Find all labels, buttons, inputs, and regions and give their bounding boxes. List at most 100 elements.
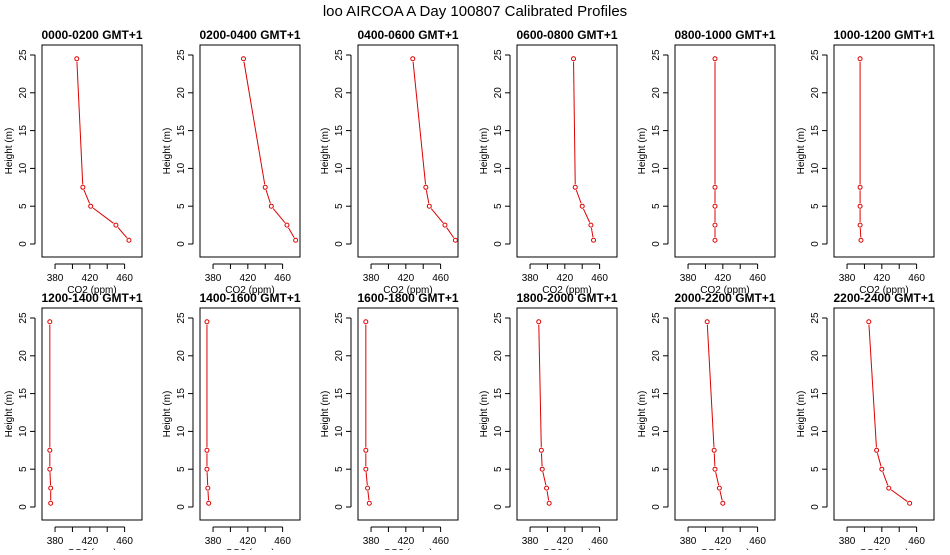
x-tick-label: 420 <box>239 273 256 284</box>
data-point <box>546 500 552 506</box>
series-line-segment <box>882 471 889 486</box>
y-tick-label: 20 <box>651 350 662 362</box>
y-tick-label: 0 <box>493 241 504 247</box>
series-line-segment <box>540 453 543 467</box>
panel-title: 1400-1600 GMT+1 <box>199 291 300 305</box>
y-tick-label: 15 <box>334 388 345 400</box>
data-point <box>88 203 94 209</box>
x-tick-label: 460 <box>274 273 291 284</box>
plot-frame <box>41 307 143 521</box>
x-tick-label: 420 <box>81 536 98 547</box>
x-tick-label: 380 <box>680 536 697 547</box>
plot-frame <box>674 44 776 258</box>
y-tick-label: 15 <box>176 388 187 400</box>
series-line-segment <box>412 61 427 185</box>
data-point <box>126 237 132 243</box>
series-line-segment <box>207 491 210 501</box>
data-point <box>48 485 54 491</box>
y-axis-label: Height (m) <box>796 391 807 438</box>
y-tick-label: 5 <box>18 203 29 209</box>
x-tick-label: 460 <box>908 273 925 284</box>
x-tick-label: 380 <box>522 273 539 284</box>
x-tick-label: 420 <box>873 273 890 284</box>
y-tick-label: 25 <box>18 312 29 324</box>
plot-frame <box>199 44 301 258</box>
plot-frame <box>516 44 618 258</box>
panel-title: 1800-2000 GMT+1 <box>516 291 617 305</box>
y-tick-label: 5 <box>334 466 345 472</box>
data-point <box>80 184 86 190</box>
y-tick-label: 0 <box>176 241 187 247</box>
y-tick-label: 10 <box>18 425 29 437</box>
y-tick-label: 0 <box>493 504 504 510</box>
y-tick-label: 25 <box>176 49 187 61</box>
y-tick-label: 5 <box>493 466 504 472</box>
series-line-segment <box>876 453 882 467</box>
data-point <box>879 466 885 472</box>
y-tick-label: 0 <box>334 241 345 247</box>
data-point <box>205 485 211 491</box>
data-point <box>588 222 594 228</box>
panel-title: 0400-0600 GMT+1 <box>357 28 458 42</box>
series-line-segment <box>430 208 444 224</box>
y-tick-label: 25 <box>18 49 29 61</box>
x-tick-label: 420 <box>81 273 98 284</box>
plot-frame <box>516 307 618 521</box>
data-point <box>857 184 863 190</box>
data-point <box>204 447 210 453</box>
series-line-segment <box>573 61 576 185</box>
series-line-segment <box>92 207 114 224</box>
y-tick-label: 0 <box>810 241 821 247</box>
x-tick-label: 420 <box>397 273 414 284</box>
x-tick-label: 460 <box>908 536 925 547</box>
data-point <box>363 319 369 325</box>
plot-frame <box>833 44 935 258</box>
y-tick-label: 25 <box>176 312 187 324</box>
figure-title: loo AIRCOA A Day 100807 Calibrated Profi… <box>323 3 627 20</box>
y-tick-label: 0 <box>334 504 345 510</box>
x-axis-label: CO2 (ppm) <box>859 285 908 296</box>
y-tick-label: 20 <box>810 350 821 362</box>
series-line-segment <box>425 190 430 204</box>
y-tick-label: 25 <box>334 49 345 61</box>
series-line-segment <box>890 489 908 502</box>
data-point <box>536 319 542 325</box>
x-tick-label: 420 <box>397 536 414 547</box>
y-tick-label: 5 <box>810 203 821 209</box>
data-point <box>206 500 212 506</box>
y-tick-label: 10 <box>493 425 504 437</box>
y-tick-label: 10 <box>810 425 821 437</box>
panel-title: 0800-1000 GMT+1 <box>674 28 775 42</box>
y-tick-label: 5 <box>493 203 504 209</box>
data-point <box>720 500 726 506</box>
x-axis-label: CO2 (ppm) <box>67 285 116 296</box>
data-point <box>907 500 913 506</box>
panel-title: 0600-0800 GMT+1 <box>516 28 617 42</box>
x-tick-label: 420 <box>556 273 573 284</box>
x-tick-label: 420 <box>239 536 256 547</box>
x-tick-label: 460 <box>591 536 608 547</box>
y-axis-label: Height (m) <box>796 128 807 175</box>
y-tick-label: 10 <box>18 162 29 174</box>
data-point <box>363 447 369 453</box>
data-point <box>711 447 717 453</box>
y-tick-label: 20 <box>18 87 29 99</box>
series-line-segment <box>713 453 716 467</box>
y-tick-label: 20 <box>493 350 504 362</box>
y-tick-label: 25 <box>334 312 345 324</box>
data-point <box>47 447 53 453</box>
y-tick-label: 20 <box>176 350 187 362</box>
x-tick-label: 460 <box>432 536 449 547</box>
x-tick-label: 380 <box>839 536 856 547</box>
panel-title: 0200-0400 GMT+1 <box>199 28 300 42</box>
data-point <box>704 319 710 325</box>
y-tick-label: 10 <box>176 425 187 437</box>
y-tick-label: 10 <box>810 162 821 174</box>
y-tick-label: 5 <box>18 466 29 472</box>
y-axis-label: Height (m) <box>637 391 648 438</box>
data-point <box>874 447 880 453</box>
